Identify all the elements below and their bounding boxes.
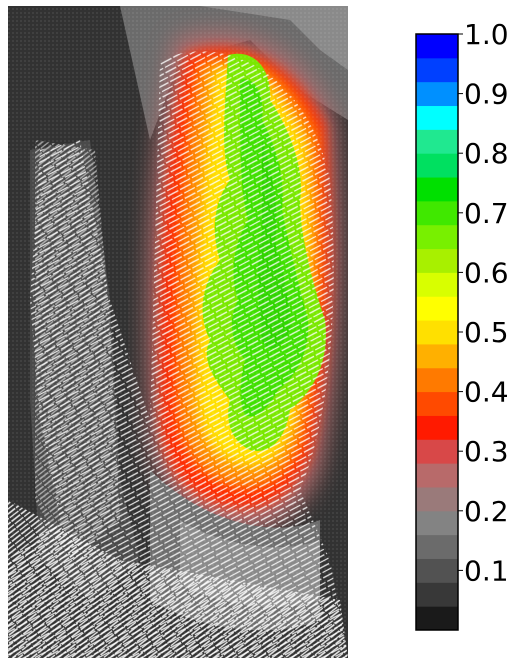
colorbar-tick-label: 0.5 xyxy=(464,316,509,349)
colorbar-level-0 xyxy=(416,606,458,631)
colorbar-level-2 xyxy=(416,558,458,583)
colorbar-level-6 xyxy=(416,463,458,488)
colorbar-tick-label: 0.9 xyxy=(464,78,509,111)
colorbar-tick-label: 0.6 xyxy=(464,256,509,289)
colorbar-level-21 xyxy=(416,105,458,130)
colorbar-level-7 xyxy=(416,439,458,464)
colorbar-level-13 xyxy=(416,296,458,321)
colorbar-tick-label: 0.4 xyxy=(464,376,509,409)
colorbar-tick-label: 1.0 xyxy=(464,18,509,51)
colorbar-level-8 xyxy=(416,415,458,440)
colorbar-level-1 xyxy=(416,582,458,607)
colorbar-level-4 xyxy=(416,510,458,536)
colorbar: 1.0 0.9 0.8 0.7 0.6 0.5 0.4 0.3 0.2 0.1 xyxy=(415,18,509,631)
colorbar-tick-label: 0.1 xyxy=(464,554,509,587)
colorbar-tick-label: 0.2 xyxy=(464,495,509,528)
colorbar-level-15 xyxy=(416,248,458,273)
colorbar-tick-label: 0.8 xyxy=(464,137,509,170)
colorbar-level-16 xyxy=(416,224,458,250)
colorbar-level-9 xyxy=(416,391,458,416)
colorbar-level-3 xyxy=(416,534,458,559)
colorbar-level-14 xyxy=(416,272,458,297)
colorbar-level-12 xyxy=(416,320,458,345)
colorbar-tick-label: 0.7 xyxy=(464,197,509,230)
colorbar-level-10 xyxy=(416,367,458,393)
colorbar-level-20 xyxy=(416,129,458,154)
colorbar-level-5 xyxy=(416,486,458,512)
colorbar-tick-label: 0.3 xyxy=(464,435,509,468)
colorbar-levels xyxy=(416,34,458,631)
colorbar-level-23 xyxy=(416,57,458,83)
colorbar-level-17 xyxy=(416,200,458,226)
flow-field-plot xyxy=(8,6,348,658)
colorbar-level-18 xyxy=(416,177,458,202)
colorbar-level-24 xyxy=(416,34,458,59)
colorbar-ticks: 1.0 0.9 0.8 0.7 0.6 0.5 0.4 0.3 0.2 0.1 xyxy=(458,18,509,587)
colorbar-level-22 xyxy=(416,81,458,107)
colorbar-level-11 xyxy=(416,343,458,369)
colorbar-level-19 xyxy=(416,153,458,178)
